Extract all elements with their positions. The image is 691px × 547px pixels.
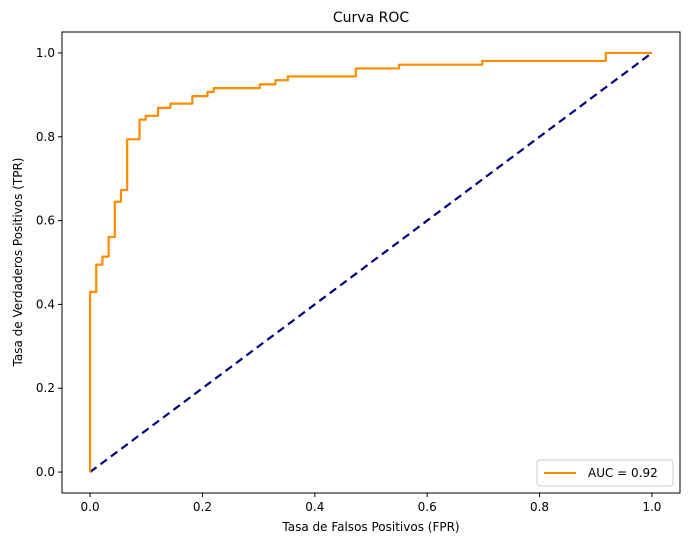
y-axis-label: Tasa de Verdaderos Positivos (TPR) [11,158,25,368]
x-tick-label: 0.6 [418,500,437,514]
x-tick-label: 0.4 [305,500,324,514]
x-tick-label: 1.0 [642,500,661,514]
y-tick-label: 0.8 [36,130,55,144]
plot-area [61,31,681,494]
y-tick-label: 0.6 [36,214,55,228]
roc-curve-line [88,51,652,473]
legend-box [536,459,674,487]
x-axis-label: Tasa de Falsos Positivos (FPR) [281,520,459,534]
chart-title: Curva ROC [333,10,409,26]
x-tick-label: 0.0 [81,500,100,514]
legend: AUC = 0.92 [536,459,674,487]
x-tick-label: 0.2 [193,500,212,514]
x-tick-label: 0.8 [530,500,549,514]
y-tick-label: 1.0 [36,46,55,60]
y-tick-label: 0.4 [36,297,55,311]
series-layer [88,51,653,473]
y-tick-label: 0.0 [36,465,55,479]
x-axis-ticks: 0.0 0.2 0.4 0.6 0.8 1.0 [81,493,661,514]
y-axis-ticks: 0.0 0.2 0.4 0.6 0.8 1.0 [36,46,62,479]
y-tick-label: 0.2 [36,381,55,395]
legend-label-auc: AUC = 0.92 [588,466,658,480]
